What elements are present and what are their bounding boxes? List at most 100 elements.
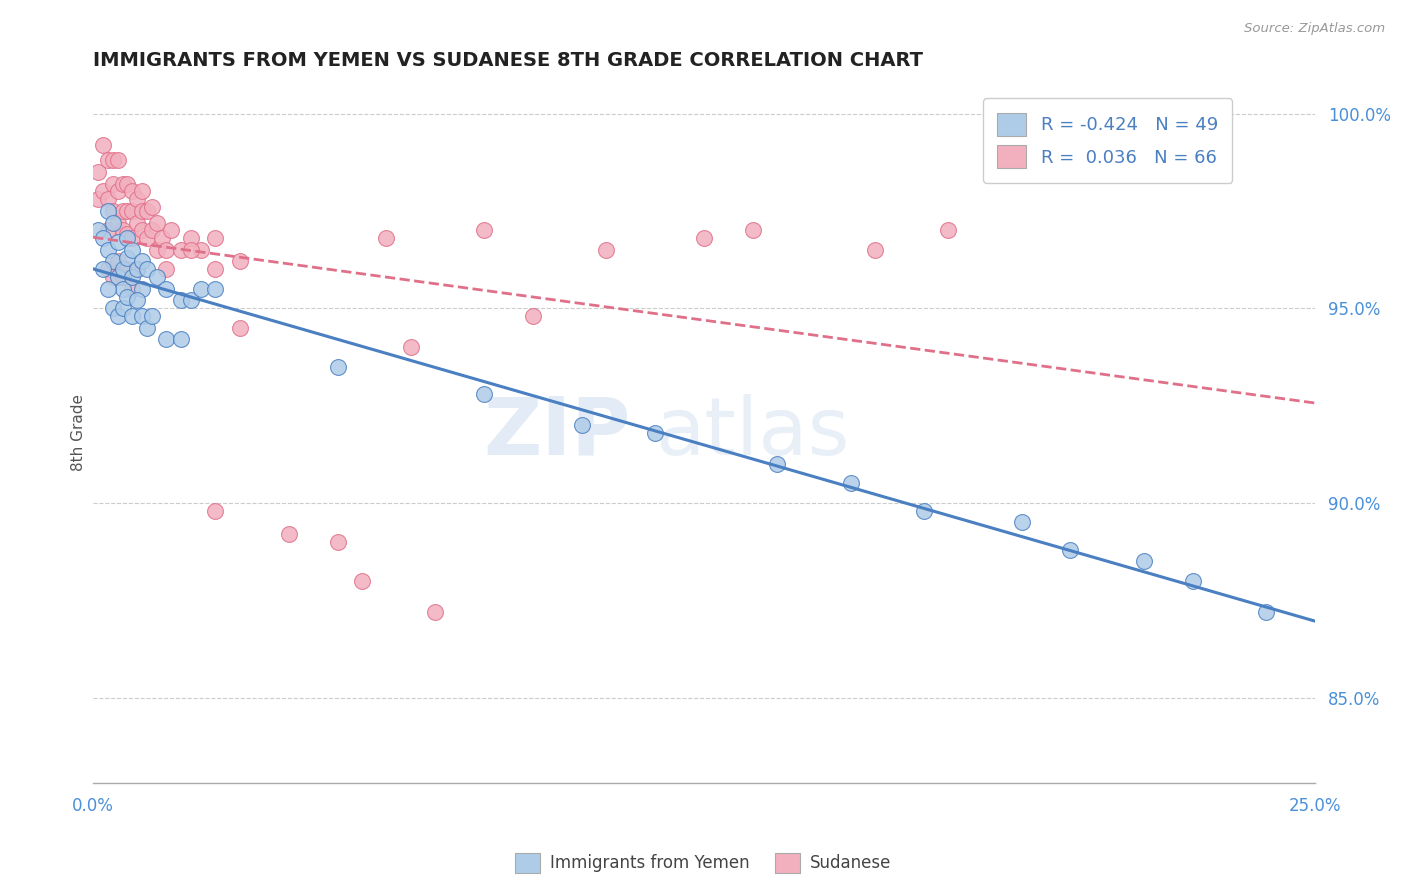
- Point: [101, 215, 124, 229]
- Point: [350, 574, 373, 588]
- Point: [190, 282, 212, 296]
- Point: [111, 301, 134, 316]
- Point: [107, 235, 129, 249]
- Point: [155, 243, 177, 257]
- Point: [111, 177, 134, 191]
- Point: [127, 192, 149, 206]
- Point: [97, 282, 120, 296]
- Point: [87, 223, 110, 237]
- Point: [145, 215, 167, 229]
- Point: [111, 203, 134, 218]
- Point: [170, 293, 193, 308]
- Point: [111, 262, 134, 277]
- Point: [121, 309, 143, 323]
- Point: [472, 387, 495, 401]
- Point: [155, 262, 177, 277]
- Point: [121, 282, 143, 296]
- Point: [136, 320, 159, 334]
- Point: [121, 203, 143, 218]
- Point: [1011, 516, 1033, 530]
- Point: [117, 203, 139, 218]
- Point: [117, 231, 139, 245]
- Point: [101, 254, 124, 268]
- Point: [131, 282, 153, 296]
- Point: [91, 262, 114, 277]
- Point: [131, 223, 153, 237]
- Point: [111, 223, 134, 237]
- Point: [1132, 554, 1154, 568]
- Point: [87, 192, 110, 206]
- Point: [107, 215, 129, 229]
- Point: [1059, 542, 1081, 557]
- Point: [170, 243, 193, 257]
- Point: [131, 185, 153, 199]
- Point: [204, 282, 226, 296]
- Point: [127, 293, 149, 308]
- Point: [91, 137, 114, 152]
- Point: [131, 203, 153, 218]
- Text: ZIP: ZIP: [484, 394, 631, 472]
- Point: [277, 527, 299, 541]
- Point: [204, 262, 226, 277]
- Point: [136, 231, 159, 245]
- Point: [644, 425, 666, 440]
- Point: [571, 418, 593, 433]
- Y-axis label: 8th Grade: 8th Grade: [72, 394, 86, 471]
- Point: [107, 270, 129, 285]
- Point: [87, 165, 110, 179]
- Point: [97, 223, 120, 237]
- Point: [155, 332, 177, 346]
- Point: [127, 262, 149, 277]
- Point: [522, 309, 544, 323]
- Point: [160, 223, 183, 237]
- Point: [121, 243, 143, 257]
- Point: [204, 231, 226, 245]
- Point: [117, 262, 139, 277]
- Point: [425, 605, 447, 619]
- Point: [204, 504, 226, 518]
- Point: [170, 332, 193, 346]
- Point: [117, 227, 139, 242]
- Point: [912, 504, 935, 518]
- Point: [121, 231, 143, 245]
- Point: [141, 223, 163, 237]
- Point: [141, 309, 163, 323]
- Point: [91, 185, 114, 199]
- Point: [111, 270, 134, 285]
- Point: [131, 254, 153, 268]
- Point: [1181, 574, 1204, 588]
- Point: [141, 200, 163, 214]
- Point: [117, 251, 139, 265]
- Point: [107, 153, 129, 168]
- Point: [766, 457, 789, 471]
- Point: [131, 309, 153, 323]
- Point: [136, 262, 159, 277]
- Point: [111, 282, 134, 296]
- Point: [127, 262, 149, 277]
- Point: [121, 185, 143, 199]
- Legend: R = -0.424   N = 49, R =  0.036   N = 66: R = -0.424 N = 49, R = 0.036 N = 66: [983, 98, 1233, 183]
- Point: [863, 243, 886, 257]
- Point: [155, 282, 177, 296]
- Point: [229, 254, 252, 268]
- Point: [180, 231, 202, 245]
- Point: [107, 254, 129, 268]
- Point: [97, 153, 120, 168]
- Point: [190, 243, 212, 257]
- Point: [180, 293, 202, 308]
- Point: [136, 203, 159, 218]
- Point: [97, 262, 120, 277]
- Point: [127, 215, 149, 229]
- Point: [107, 309, 129, 323]
- Point: [180, 243, 202, 257]
- Point: [595, 243, 617, 257]
- Point: [375, 231, 398, 245]
- Point: [121, 270, 143, 285]
- Point: [693, 231, 716, 245]
- Point: [97, 203, 120, 218]
- Point: [741, 223, 763, 237]
- Point: [936, 223, 959, 237]
- Text: atlas: atlas: [655, 394, 849, 472]
- Point: [101, 153, 124, 168]
- Point: [326, 535, 349, 549]
